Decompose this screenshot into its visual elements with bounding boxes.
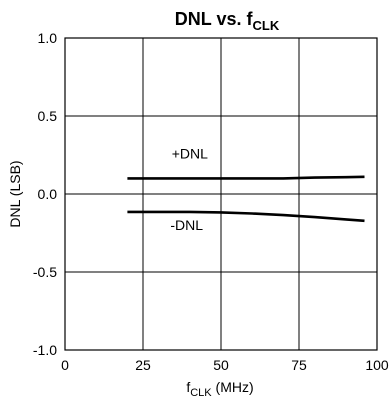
series-lines bbox=[127, 175, 365, 223]
x-axis-label-main: f bbox=[186, 379, 190, 395]
y-tick-label: -1.0 bbox=[33, 342, 57, 358]
grid-lines bbox=[65, 38, 377, 350]
series-line-0 bbox=[127, 175, 365, 180]
x-tick-label: 75 bbox=[291, 357, 307, 373]
series-annotation-1: -DNL bbox=[170, 217, 203, 233]
series-line-1 bbox=[127, 210, 365, 223]
x-tick-label: 50 bbox=[213, 357, 229, 373]
series-annotations: +DNL -DNL bbox=[170, 145, 208, 233]
y-axis-label: DNL (LSB) bbox=[7, 160, 23, 227]
x-axis-label-subscript: CLK bbox=[190, 387, 212, 399]
chart-title-main: DNL vs. f bbox=[175, 9, 254, 29]
x-tick-label: 25 bbox=[135, 357, 151, 373]
chart-title-subscript: CLK bbox=[252, 18, 279, 33]
series-annotation-0: +DNL bbox=[172, 145, 208, 161]
y-tick-label: 0.0 bbox=[38, 186, 58, 202]
x-tick-label: 100 bbox=[365, 357, 389, 373]
plot-frame bbox=[64, 37, 378, 351]
y-tick-labels: 1.0 0.5 0.0 -0.5 -1.0 bbox=[33, 30, 57, 358]
x-tick-label: 0 bbox=[61, 357, 69, 373]
y-tick-label: 1.0 bbox=[38, 30, 58, 46]
x-tick-labels: 0 25 50 75 100 bbox=[61, 357, 389, 373]
y-tick-label: -0.5 bbox=[33, 264, 57, 280]
x-axis-label: fCLK (MHz) bbox=[186, 379, 253, 399]
y-tick-label: 0.5 bbox=[38, 108, 58, 124]
x-axis-label-suffix: (MHz) bbox=[212, 379, 254, 395]
chart-title: DNL vs. fCLK bbox=[175, 9, 280, 33]
